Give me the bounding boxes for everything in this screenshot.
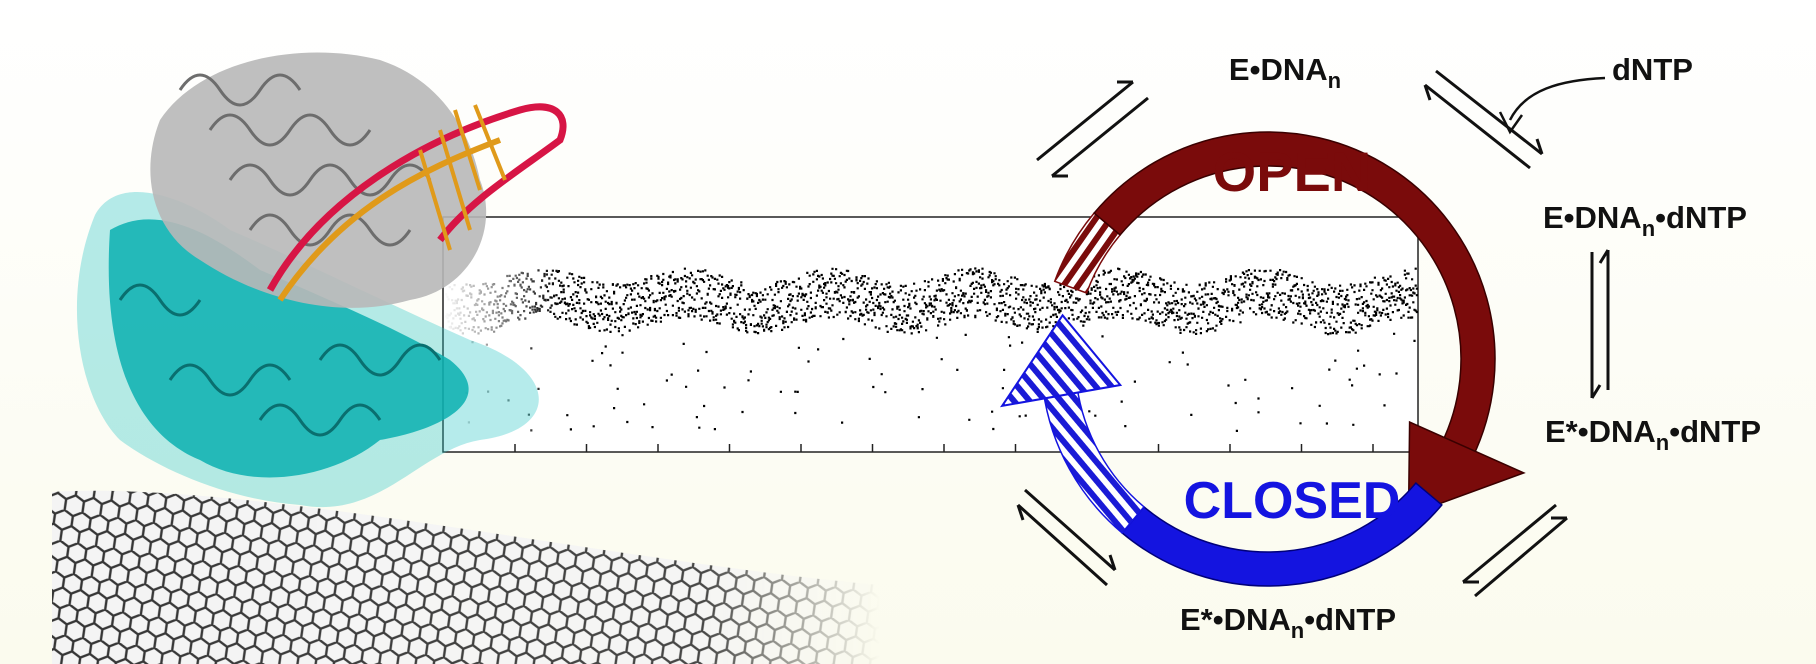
trace-panel bbox=[442, 216, 1419, 453]
cycle bbox=[999, 131, 1526, 587]
protein-structure bbox=[76, 52, 567, 508]
state-label: E•DNAn•dNTP bbox=[1543, 200, 1747, 241]
trace bbox=[445, 267, 1418, 432]
closed-label: CLOSED bbox=[1184, 472, 1401, 530]
equilibrium-arrows bbox=[1016, 69, 1610, 598]
closed-arrowhead bbox=[999, 313, 1123, 408]
state-label: E•DNAn bbox=[1229, 52, 1341, 93]
state-label: E*•DNAn•dNTP bbox=[1180, 602, 1396, 643]
open-label: OPEN bbox=[1213, 140, 1372, 203]
nanotube bbox=[52, 490, 880, 664]
state-label: E*•DNAn•dNTP bbox=[1545, 414, 1761, 455]
substrate-label: dNTP bbox=[1612, 52, 1693, 87]
open-arrowhead bbox=[1407, 420, 1526, 517]
